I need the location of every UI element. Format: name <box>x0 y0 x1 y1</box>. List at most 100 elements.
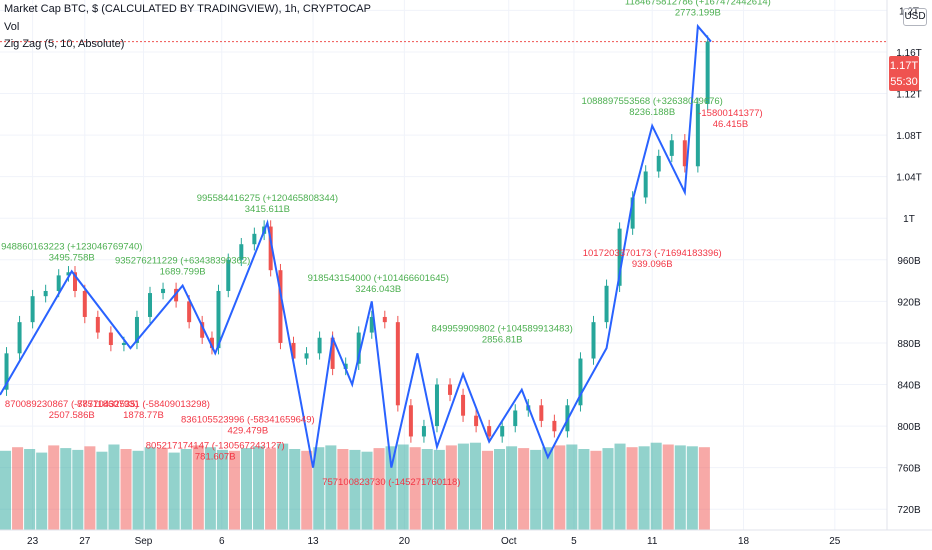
x-tick-label: 23 <box>27 536 39 547</box>
x-tick-label: 20 <box>399 536 411 547</box>
candle-body <box>216 290 221 349</box>
x-tick-label: Sep <box>135 536 153 547</box>
zigzag-label-line2: 3495.758B <box>49 252 95 263</box>
x-tick-label: Oct <box>501 536 517 547</box>
candle-body <box>291 342 296 359</box>
candle-body <box>682 140 687 167</box>
volume-bar <box>36 452 48 530</box>
currency-badge[interactable]: USD <box>903 8 927 26</box>
candle-body <box>134 316 139 343</box>
candle-body <box>343 363 348 369</box>
volume-bar <box>433 449 445 530</box>
zigzag-label-line2: 2773.199B <box>675 7 721 18</box>
chart-title: Market Cap BTC, $ (CALCULATED BY TRADING… <box>4 3 371 15</box>
volume-bar <box>554 445 566 530</box>
candle-body <box>82 290 87 317</box>
candle-body <box>487 426 492 437</box>
volume-bars <box>0 442 710 530</box>
volume-bar <box>48 445 60 530</box>
volume-bar <box>481 450 494 530</box>
volume-bar <box>253 446 265 530</box>
zigzag-label-line2: 429.479B <box>227 425 268 436</box>
volume-bar <box>614 443 626 530</box>
candle-body <box>239 244 244 260</box>
candle-body <box>304 353 309 359</box>
candle-body <box>617 228 622 286</box>
volume-bar <box>96 451 108 530</box>
zigzag-label-line1: 870089230867 (-78770432535) <box>5 399 139 410</box>
candle-body <box>421 426 426 437</box>
candle-body <box>591 322 596 359</box>
zigzag-label-line1: -15800141377) <box>698 108 762 119</box>
volume-bar <box>132 450 144 530</box>
volume-bar <box>337 449 349 530</box>
zigzag-label-line2: 2507.586B <box>49 410 95 421</box>
zigzag-label-line2: 3246.043B <box>355 284 401 295</box>
volume-indicator-label[interactable]: Vol <box>4 21 20 33</box>
volume-bar <box>289 449 301 530</box>
zigzag-label-line1: 918543154000 (+101466601645) <box>308 273 449 284</box>
candle-body <box>513 410 518 427</box>
candle-body <box>43 290 48 297</box>
x-tick-label: 18 <box>738 536 750 547</box>
volume-bar <box>494 449 506 530</box>
zigzag-label-line1: 875118607931 (-58409013298) <box>77 399 210 410</box>
candle-body <box>4 353 9 390</box>
zigzag-label-line1: 935276211229 (+63438390362) <box>115 256 250 267</box>
y-axis-labels: 1.2T 1.16T 1.12T 1.08T 1.04T 1T 960B 920B 880B 84… <box>896 6 922 516</box>
volume-bar <box>156 448 168 530</box>
volume-bar <box>325 445 337 530</box>
candle-body <box>643 171 648 198</box>
candle-body <box>174 288 179 302</box>
y-tick-label: 720B <box>897 505 921 516</box>
volume-bar <box>228 450 240 530</box>
zigzag-label-line2: 2856.81B <box>482 334 523 345</box>
volume-bar <box>662 444 674 530</box>
candle-body <box>474 415 479 427</box>
candle-body <box>95 316 100 333</box>
y-tick-label: 1.08T <box>896 131 922 142</box>
zigzag-label-line2: 1878.77B <box>123 410 164 421</box>
candle-body <box>656 155 661 172</box>
y-tick-label: 760B <box>897 464 921 475</box>
candle-body <box>121 342 126 346</box>
volume-bar <box>421 449 433 530</box>
volume-bar <box>650 442 662 530</box>
volume-bar <box>60 448 72 530</box>
volume-bar <box>469 442 481 530</box>
candle-body <box>705 41 710 104</box>
candle-body <box>669 140 674 156</box>
volume-bar <box>204 447 216 530</box>
volume-bar <box>168 452 180 530</box>
y-tick-label: 1.2T <box>899 6 919 17</box>
x-tick-label: 25 <box>829 536 841 547</box>
zigzag-label-line2: 3415.611B <box>245 204 290 215</box>
volume-bar <box>24 449 36 530</box>
volume-bar <box>542 447 554 530</box>
candle-body <box>148 293 153 317</box>
volume-bar <box>12 447 24 530</box>
volume-bar <box>216 449 228 530</box>
candle-body <box>317 337 322 354</box>
volume-bar <box>409 447 421 530</box>
candle-body <box>30 296 35 323</box>
zigzag-label-line1: 836105523996 (-58341659649) <box>181 414 315 425</box>
candle-body <box>330 337 335 369</box>
candle-body <box>695 103 700 167</box>
candle-body <box>108 332 113 346</box>
x-tick-label: 6 <box>219 536 225 547</box>
zigzag-label-line1: 805217174147 (-130567243127) <box>146 440 285 451</box>
y-tick-label: 840B <box>897 381 921 392</box>
zigzag-label-line1: 995584416275 (+120465808344) <box>197 193 338 204</box>
y-tick-label: 880B <box>897 339 921 350</box>
zigzag-label-line2: 46.415B <box>713 119 748 130</box>
zigzag-line <box>0 23 712 468</box>
volume-bar <box>0 450 12 530</box>
y-tick-label: 960B <box>897 256 921 267</box>
volume-bar <box>698 447 710 530</box>
zigzag-indicator-label[interactable]: Zig Zag (5, 10, Absolute) <box>4 38 125 50</box>
current-price-value: 1.17T <box>889 60 919 72</box>
volume-bar <box>301 450 313 530</box>
y-tick-label: 1.16T <box>896 48 922 59</box>
